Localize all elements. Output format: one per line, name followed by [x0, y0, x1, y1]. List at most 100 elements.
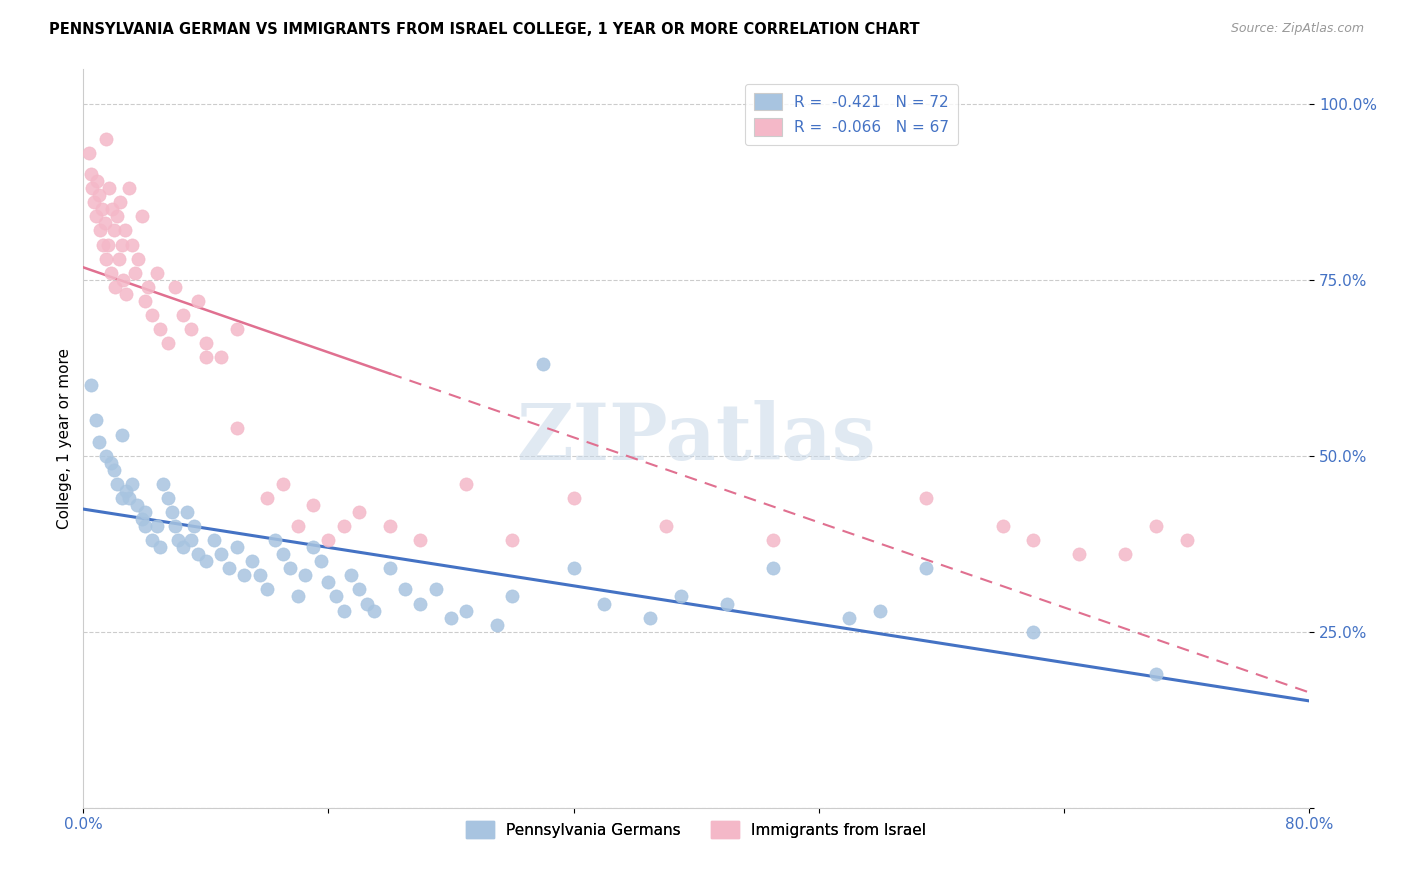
Text: Source: ZipAtlas.com: Source: ZipAtlas.com	[1230, 22, 1364, 36]
Point	[108, 195, 131, 210]
Point	[333, 603, 356, 617]
Point	[80, 167, 103, 181]
Point	[209, 547, 232, 561]
Point	[915, 491, 938, 505]
Point	[156, 491, 179, 505]
Point	[287, 590, 309, 604]
Point	[562, 561, 585, 575]
Point	[256, 582, 278, 597]
Point	[187, 547, 209, 561]
Point	[104, 279, 127, 293]
Point	[225, 322, 247, 336]
Point	[440, 610, 463, 624]
Point	[89, 223, 111, 237]
Point	[363, 603, 385, 617]
Point	[103, 223, 125, 237]
Point	[80, 378, 103, 392]
Point	[141, 533, 163, 548]
Point	[194, 336, 217, 351]
Point	[225, 540, 247, 554]
Point	[176, 505, 198, 519]
Point	[112, 273, 135, 287]
Point	[347, 505, 370, 519]
Point	[218, 561, 240, 575]
Point	[105, 210, 128, 224]
Point	[263, 533, 285, 548]
Point	[1069, 547, 1091, 561]
Point	[1175, 533, 1198, 548]
Point	[152, 476, 174, 491]
Point	[1114, 547, 1136, 561]
Point	[156, 336, 179, 351]
Point	[562, 491, 585, 505]
Point	[278, 561, 301, 575]
Point	[101, 202, 124, 217]
Point	[838, 610, 860, 624]
Point	[131, 210, 153, 224]
Point	[141, 308, 163, 322]
Point	[107, 252, 129, 266]
Point	[356, 597, 378, 611]
Point	[90, 202, 112, 217]
Point	[83, 195, 105, 210]
Point	[165, 519, 187, 533]
Point	[96, 252, 118, 266]
Point	[302, 498, 325, 512]
Point	[124, 266, 146, 280]
Point	[183, 519, 205, 533]
Point	[425, 582, 447, 597]
Y-axis label: College, 1 year or more: College, 1 year or more	[58, 348, 72, 529]
Point	[160, 505, 183, 519]
Point	[87, 434, 110, 449]
Point	[149, 322, 172, 336]
Point	[98, 181, 121, 195]
Point	[134, 293, 156, 308]
Point	[256, 491, 278, 505]
Point	[100, 456, 122, 470]
Point	[240, 554, 263, 568]
Point	[394, 582, 416, 597]
Point	[180, 533, 202, 548]
Point	[302, 540, 325, 554]
Point	[118, 491, 141, 505]
Point	[325, 590, 347, 604]
Point	[1144, 667, 1167, 681]
Point	[172, 308, 194, 322]
Point	[209, 350, 232, 364]
Point	[121, 237, 143, 252]
Point	[105, 476, 128, 491]
Point	[318, 533, 340, 548]
Point	[501, 590, 523, 604]
Point	[456, 603, 478, 617]
Point	[287, 519, 309, 533]
Point	[91, 237, 114, 252]
Point	[86, 174, 108, 188]
Point	[149, 540, 172, 554]
Point	[1022, 533, 1045, 548]
Point	[309, 554, 332, 568]
Point	[716, 597, 738, 611]
Point	[202, 533, 225, 548]
Point	[225, 420, 247, 434]
Point	[82, 181, 104, 195]
Point	[100, 266, 122, 280]
Point	[249, 568, 271, 582]
Point	[84, 210, 107, 224]
Point	[640, 610, 662, 624]
Point	[103, 463, 125, 477]
Point	[93, 216, 115, 230]
Point	[409, 533, 432, 548]
Point	[114, 223, 136, 237]
Point	[194, 350, 217, 364]
Point	[84, 413, 107, 427]
Legend: Pennsylvania Germans, Immigrants from Israel: Pennsylvania Germans, Immigrants from Is…	[460, 814, 932, 845]
Point	[146, 266, 169, 280]
Point	[110, 237, 132, 252]
Point	[669, 590, 692, 604]
Point	[378, 561, 401, 575]
Point	[869, 603, 891, 617]
Point	[79, 146, 101, 161]
Point	[96, 132, 118, 146]
Point	[180, 322, 202, 336]
Point	[501, 533, 523, 548]
